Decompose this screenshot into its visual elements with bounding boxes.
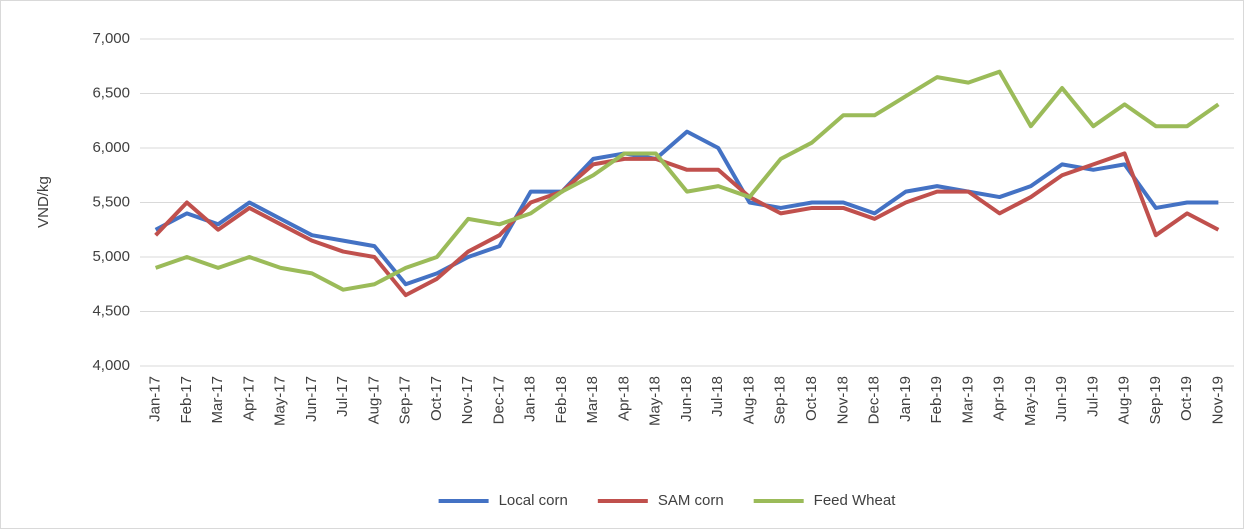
x-tick-label: Nov-19 [1209,376,1226,424]
x-tick-label: Jan-19 [897,376,914,422]
x-tick-label: Feb-17 [178,376,195,424]
x-tick-label: Jan-17 [147,376,164,422]
x-tick-label: May-18 [647,376,664,426]
x-tick-label: Feb-18 [553,376,570,424]
series-line [154,129,1219,287]
y-tick-label: 4,500 [92,302,130,319]
y-tick-label: 7,000 [92,30,130,47]
x-tick-label: Dec-17 [490,376,507,424]
x-tick-label: Jul-18 [709,376,726,417]
x-tick-label: Jul-17 [334,376,351,417]
x-tick-label: Aug-19 [1116,376,1133,424]
x-tick-label: Jun-19 [1053,376,1070,422]
x-tick-label: Apr-18 [615,376,632,421]
x-tick-label: Mar-17 [209,376,226,424]
x-tick-label: Apr-19 [991,376,1008,421]
y-tick-label: 4,000 [92,357,130,374]
x-tick-label: Jun-17 [303,376,320,422]
y-axis-title: VND/kg [35,176,52,228]
x-tick-label: May-17 [272,376,289,426]
x-tick-label: Sep-18 [772,376,789,424]
x-tick-label: Oct-19 [1178,376,1195,421]
x-tick-label: Jun-18 [678,376,695,422]
x-tick-label: Jul-19 [1084,376,1101,417]
x-tick-label: Mar-18 [584,376,601,424]
y-tick-label: 6,000 [92,139,130,156]
x-tick-label: Jan-18 [522,376,539,422]
y-tick-label: 5,500 [92,193,130,210]
x-tick-label: Sep-17 [397,376,414,424]
legend-label: Feed Wheat [814,492,897,509]
x-tick-label: Apr-17 [240,376,257,421]
x-tick-label: Aug-18 [740,376,757,424]
x-tick-label: Nov-17 [459,376,476,424]
legend-label: SAM corn [658,492,724,509]
legend-label: Local corn [499,492,568,509]
series-line [154,69,1220,292]
y-tick-label: 5,000 [92,248,130,265]
x-tick-label: Oct-18 [803,376,820,421]
x-tick-label: Nov-18 [834,376,851,424]
x-tick-label: Sep-19 [1147,376,1164,424]
x-tick-label: Feb-19 [928,376,945,424]
x-tick-label: Oct-17 [428,376,445,421]
x-tick-label: May-19 [1022,376,1039,426]
series-line [154,151,1220,298]
x-tick-label: Aug-17 [365,376,382,424]
y-tick-label: 6,500 [92,84,130,101]
x-tick-label: Dec-18 [866,376,883,424]
x-tick-label: Mar-19 [959,376,976,424]
